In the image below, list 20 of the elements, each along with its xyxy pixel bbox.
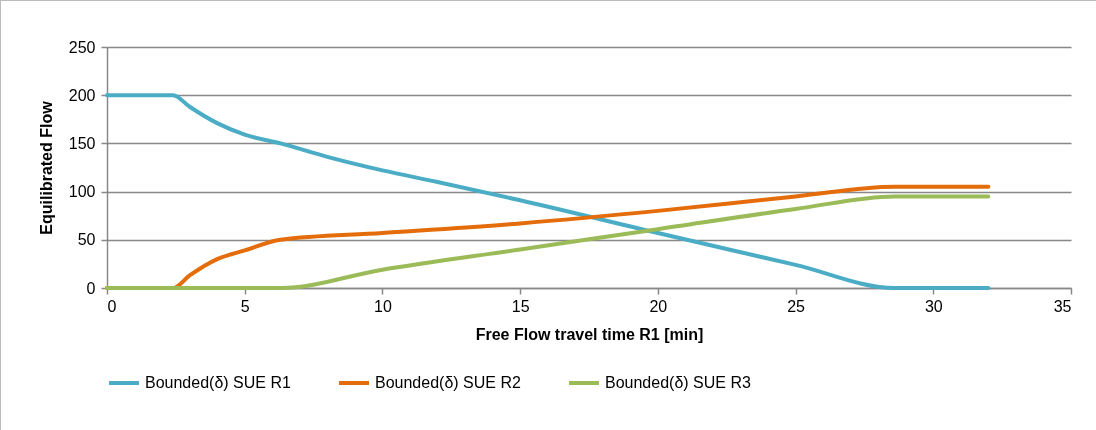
y-tick-label: 0 xyxy=(86,279,96,297)
x-tick-label: 30 xyxy=(924,297,943,315)
legend-label: Bounded(δ) SUE R3 xyxy=(605,374,751,391)
y-tick-label: 50 xyxy=(77,231,96,249)
line-series xyxy=(105,93,991,290)
y-tick-label: 100 xyxy=(68,183,96,201)
x-tick-label: 25 xyxy=(787,297,806,315)
x-tick-label: 35 xyxy=(1053,297,1072,315)
x-axis-title: Free Flow travel time R1 [min] xyxy=(475,325,704,343)
y-tick-label: 250 xyxy=(68,38,96,56)
x-tick-label: 10 xyxy=(374,297,392,315)
legend-label: Bounded(δ) SUE R1 xyxy=(145,374,291,391)
y-axis-title: Equilibrated Flow xyxy=(37,100,55,235)
x-tick-label: 0 xyxy=(107,297,117,315)
legend-label: Bounded(δ) SUE R2 xyxy=(375,374,521,391)
x-tick-label: 20 xyxy=(649,297,668,315)
x-tick-label: 15 xyxy=(511,297,530,315)
y-tick-label: 200 xyxy=(68,86,96,104)
x-tick-label: 5 xyxy=(240,297,250,315)
y-tick-label: 150 xyxy=(68,134,96,152)
